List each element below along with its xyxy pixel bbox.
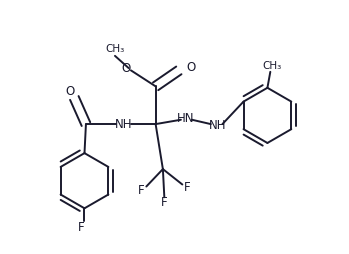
- Text: O: O: [186, 61, 195, 74]
- Text: F: F: [184, 181, 191, 195]
- Text: F: F: [138, 184, 144, 197]
- Text: CH₃: CH₃: [262, 61, 281, 71]
- Text: NH: NH: [209, 119, 227, 132]
- Text: CH₃: CH₃: [105, 44, 125, 54]
- Text: F: F: [161, 196, 168, 209]
- Text: O: O: [65, 85, 75, 98]
- Text: F: F: [78, 221, 85, 234]
- Text: HN: HN: [177, 112, 195, 125]
- Text: O: O: [121, 61, 130, 75]
- Text: NH: NH: [115, 118, 132, 131]
